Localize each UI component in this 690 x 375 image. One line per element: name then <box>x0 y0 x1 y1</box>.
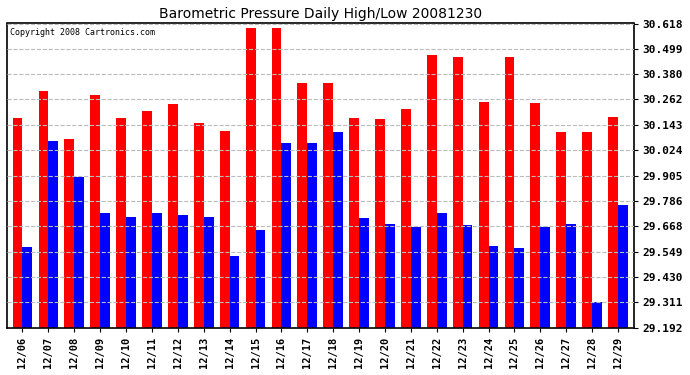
Bar <box>152 213 161 328</box>
Bar <box>479 102 489 328</box>
Bar <box>194 123 204 328</box>
Bar <box>608 117 618 328</box>
Bar <box>168 104 178 328</box>
Title: Barometric Pressure Daily High/Low 20081230: Barometric Pressure Daily High/Low 20081… <box>159 7 482 21</box>
Bar <box>515 248 524 328</box>
Text: Copyright 2008 Cartronics.com: Copyright 2008 Cartronics.com <box>10 28 155 37</box>
Bar <box>23 247 32 328</box>
Bar <box>462 225 473 328</box>
Bar <box>375 119 385 328</box>
Bar <box>618 205 628 328</box>
Bar <box>566 224 576 328</box>
Bar <box>540 227 550 328</box>
Bar <box>75 177 84 328</box>
Bar <box>411 227 421 328</box>
Bar <box>204 217 214 328</box>
Bar <box>12 118 23 328</box>
Bar <box>437 213 446 328</box>
Bar <box>401 110 411 328</box>
Bar <box>246 28 255 328</box>
Bar <box>126 217 136 328</box>
Bar <box>178 215 188 328</box>
Bar <box>556 132 566 328</box>
Bar <box>90 94 100 328</box>
Bar <box>272 28 282 328</box>
Bar <box>230 256 239 328</box>
Bar <box>297 83 307 328</box>
Bar <box>39 92 48 328</box>
Bar <box>255 230 266 328</box>
Bar <box>531 103 540 328</box>
Bar <box>64 140 75 328</box>
Bar <box>453 57 462 328</box>
Bar <box>359 218 369 328</box>
Bar <box>385 224 395 328</box>
Bar <box>307 142 317 328</box>
Bar <box>48 141 58 328</box>
Bar <box>592 302 602 328</box>
Bar <box>116 118 126 328</box>
Bar <box>582 132 592 328</box>
Bar <box>427 55 437 328</box>
Bar <box>489 246 498 328</box>
Bar <box>282 142 291 328</box>
Bar <box>333 132 343 328</box>
Bar <box>349 118 359 328</box>
Bar <box>504 57 515 328</box>
Bar <box>142 111 152 328</box>
Bar <box>324 83 333 328</box>
Bar <box>220 131 230 328</box>
Bar <box>100 213 110 328</box>
